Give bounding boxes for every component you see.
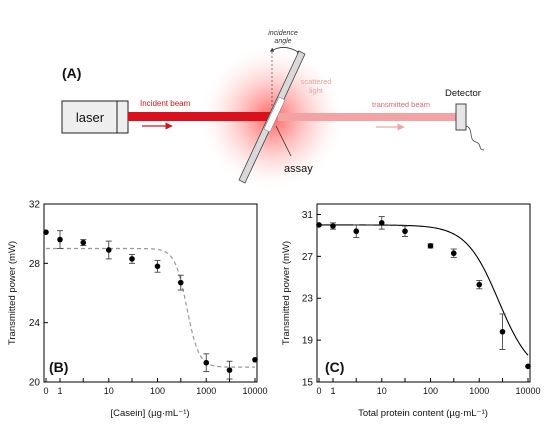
data-point	[427, 243, 434, 249]
data-point	[226, 367, 233, 373]
assay-pointer	[275, 125, 292, 157]
y-tick-label: 28	[29, 259, 41, 270]
incident-beam	[128, 112, 274, 121]
x-tick-label: 10000	[515, 386, 540, 396]
chart-b-ticks: 20 24 28 32 0 1 10 100 1000 10000	[29, 200, 268, 397]
transmitted-beam-label: transmitted beam	[372, 100, 430, 109]
data-point	[450, 250, 457, 257]
data-point	[330, 223, 336, 229]
data-point	[129, 256, 135, 262]
y-tick-label: 23	[302, 294, 314, 305]
data-point	[105, 247, 112, 253]
chart-b-ylabel: Transmitted power (mW)	[7, 241, 18, 345]
assay-label: assay	[284, 163, 313, 175]
scattered-light-label-2: light	[309, 86, 324, 95]
y-tick-label: 32	[29, 200, 41, 211]
data-point	[57, 236, 63, 243]
fit-curve	[46, 247, 256, 368]
chart-b-marks	[43, 229, 258, 380]
fit-curve	[318, 224, 529, 356]
chart-c-fit	[318, 224, 529, 356]
panel-a: (A) laser Incident beam transmitted beam…	[61, 30, 485, 192]
chart-b-panel-label: (B)	[49, 359, 68, 375]
data-point	[499, 328, 506, 335]
incidence-angle-label-2: angle	[274, 38, 291, 45]
chart-b-fit	[46, 247, 256, 368]
chart-b-xlabel: [Casein] (µg·mL⁻¹)	[110, 408, 189, 419]
y-tick-label: 27	[302, 252, 314, 263]
chart-b-frame	[43, 203, 258, 383]
assay-film	[263, 96, 286, 133]
incidence-angle-label: incidence	[268, 30, 298, 37]
chart-c-marks	[316, 216, 531, 370]
chart-c-ticks: 15 19 23 27 31 0 1 10 100 1000 10000	[302, 210, 541, 396]
y-tick-label: 19	[302, 336, 314, 347]
data-point	[476, 281, 483, 288]
chart-c: Transmitted power (mW) Total protein con…	[281, 203, 541, 419]
detector-cable	[465, 125, 485, 151]
x-tick-label: 10	[104, 386, 114, 396]
data-point	[177, 279, 184, 286]
x-tick-label: 0	[43, 386, 48, 396]
data-point	[80, 239, 87, 246]
panel-a-label: (A)	[62, 65, 81, 81]
x-tick-label: 1	[330, 386, 335, 396]
transmitted-beam	[278, 113, 456, 121]
y-tick-label: 20	[29, 378, 41, 389]
x-tick-label: 1	[57, 386, 62, 396]
x-tick-label: 10000	[242, 386, 267, 396]
data-point	[316, 222, 322, 228]
data-point	[154, 263, 161, 270]
incident-beam-label: Incident beam	[140, 99, 191, 108]
data-point	[43, 229, 49, 235]
data-point	[525, 363, 531, 370]
x-tick-label: 100	[150, 386, 165, 396]
chart-c-panel-label: (C)	[325, 359, 344, 375]
data-point	[203, 359, 210, 366]
detector	[455, 103, 467, 131]
x-tick-label: 0	[316, 386, 321, 396]
data-point	[402, 228, 408, 235]
data-point	[252, 356, 258, 363]
y-tick-label: 31	[302, 210, 314, 221]
x-tick-label: 1000	[469, 386, 489, 396]
chart-c-ylabel: Transmitted power (mW)	[281, 241, 292, 345]
scattered-light-label: scattered	[301, 77, 332, 86]
chart-c-xlabel: Total protein content (µg·mL⁻¹)	[358, 408, 488, 419]
data-point	[378, 220, 385, 226]
detector-label: Detector	[445, 88, 481, 99]
chart-c-frame	[316, 203, 531, 383]
data-point	[353, 228, 360, 235]
y-tick-label: 15	[302, 378, 314, 389]
x-tick-label: 10	[377, 386, 387, 396]
incidence-angle-arc	[269, 47, 302, 54]
x-tick-label: 100	[423, 386, 438, 396]
y-tick-label: 24	[29, 318, 41, 329]
x-tick-label: 1000	[196, 386, 216, 396]
chart-b: Transmitted power (mW) [Casein] (µg·mL⁻¹…	[7, 200, 268, 420]
laser-label: laser	[76, 110, 105, 125]
